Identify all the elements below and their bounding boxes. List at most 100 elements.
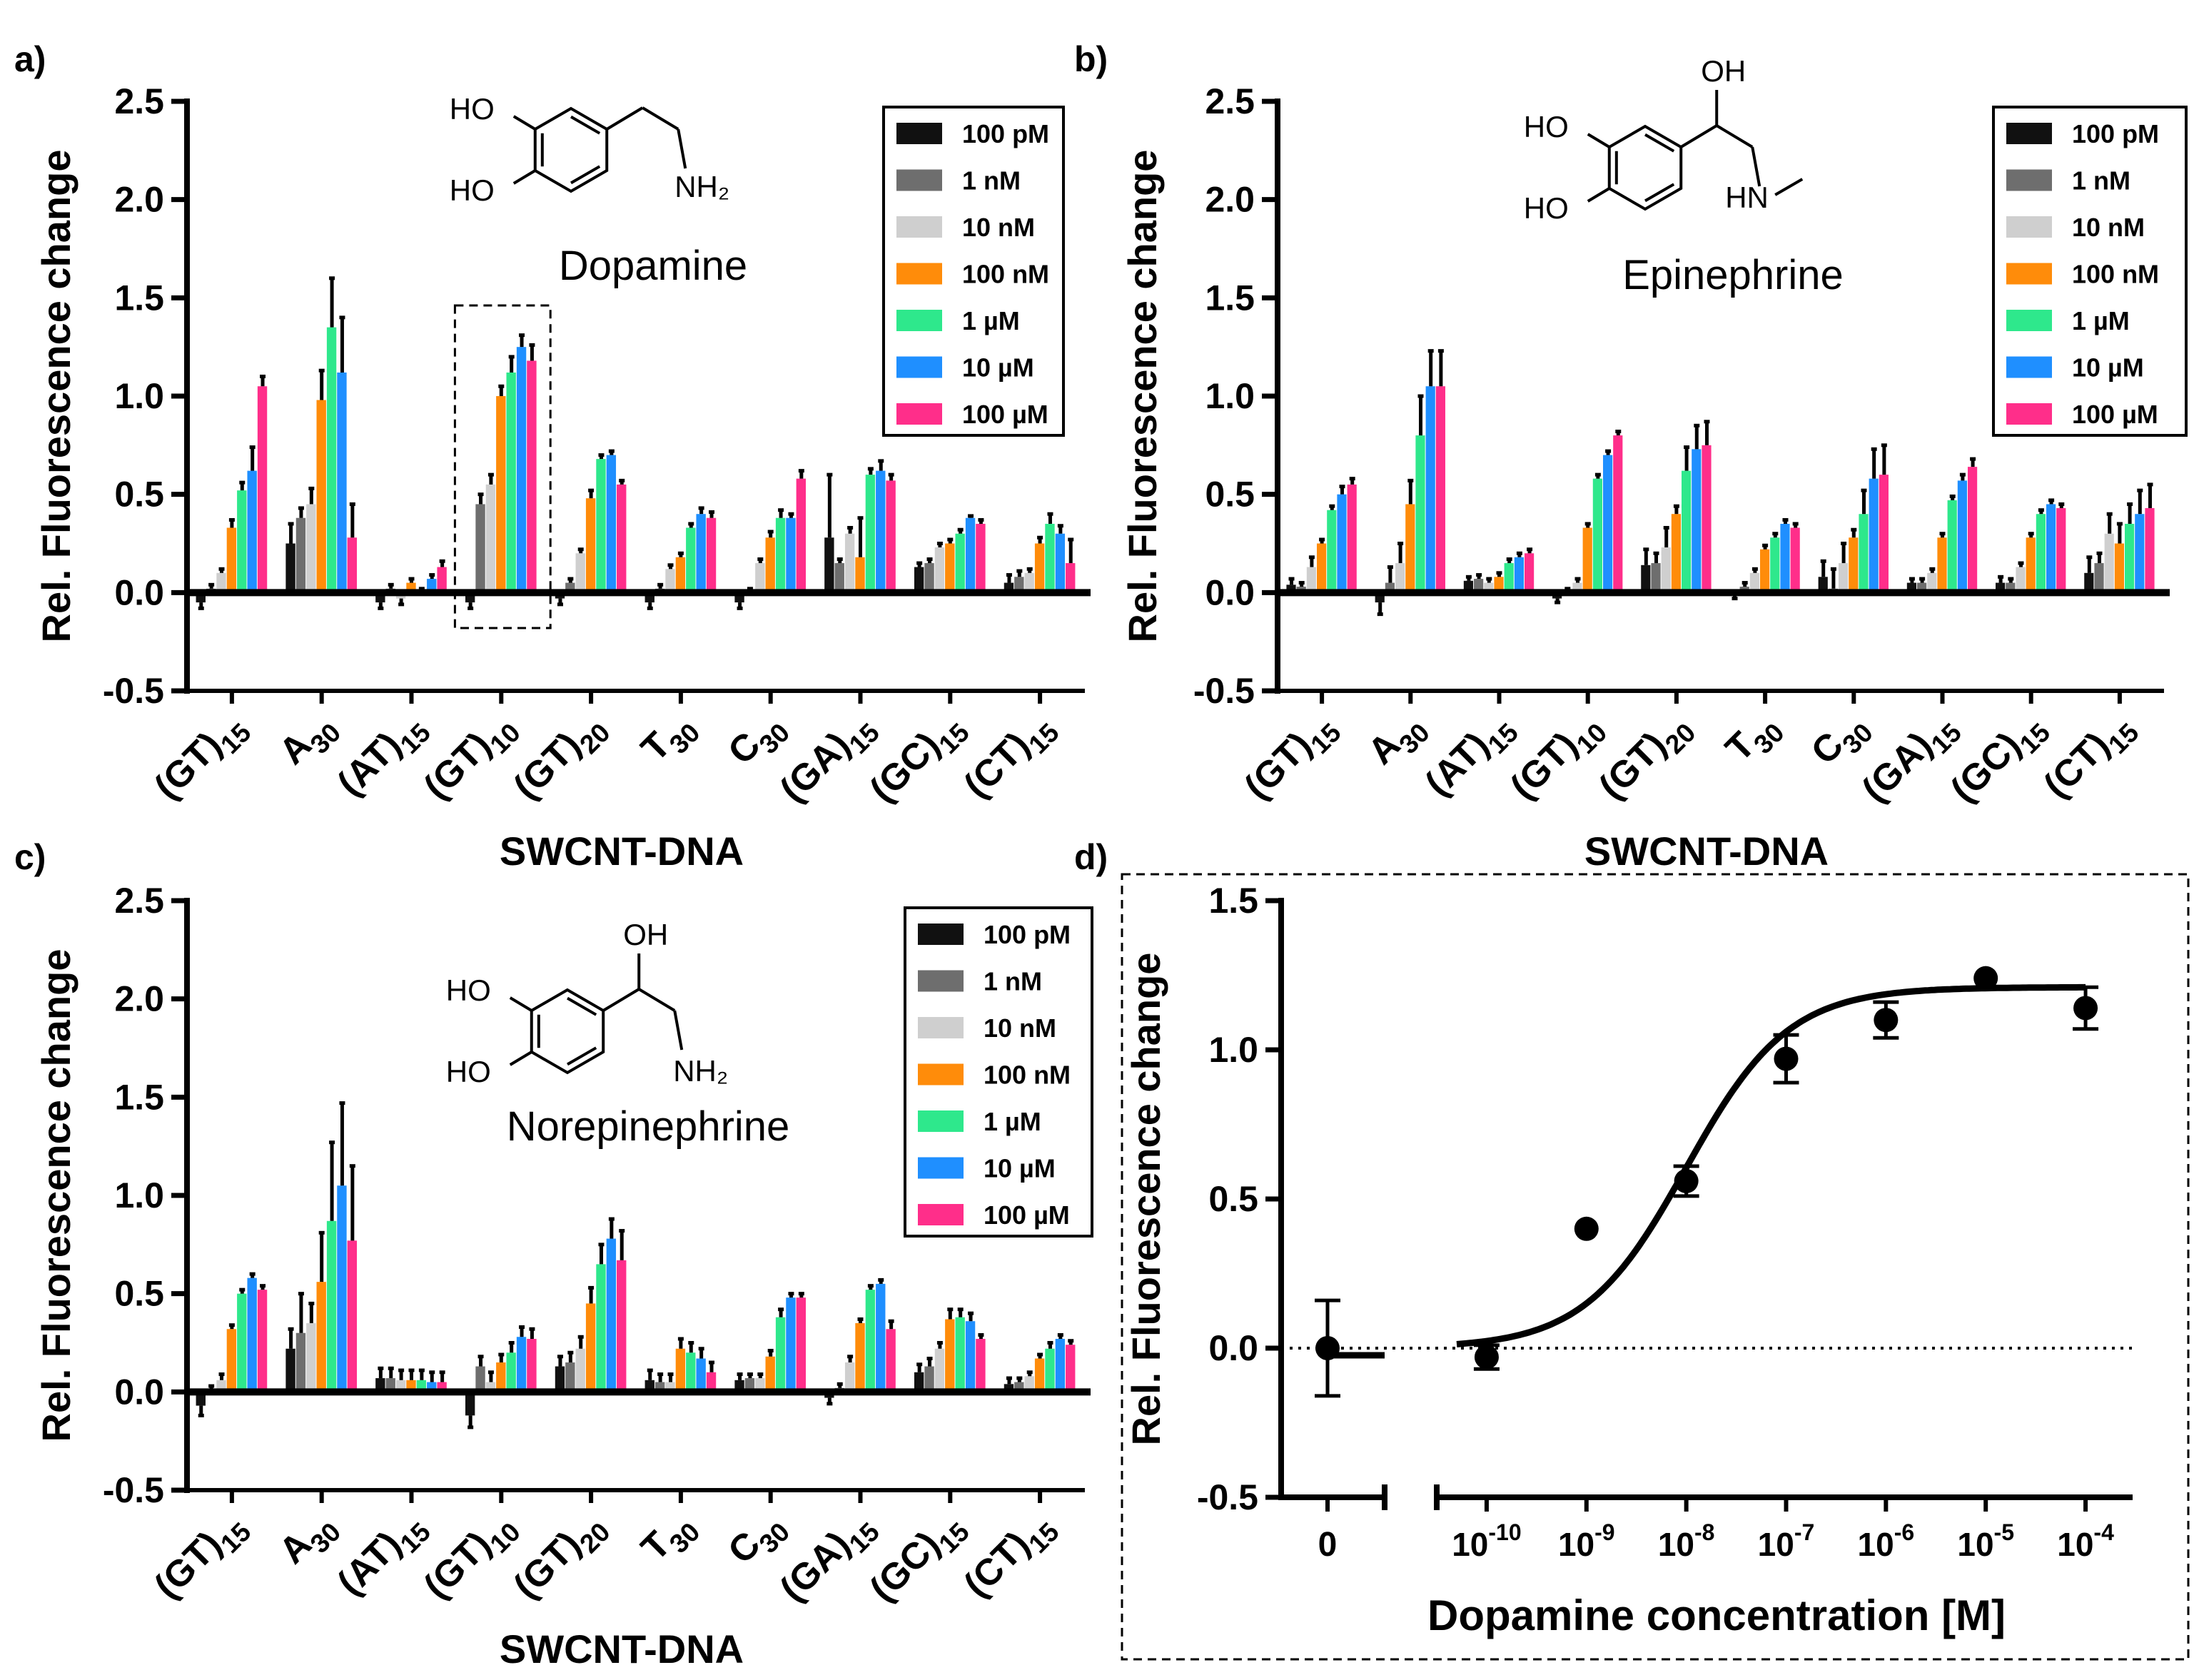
- double-bond: [566, 996, 597, 1016]
- bar: [2114, 543, 2124, 593]
- x-tick-label: 10-9: [1558, 1519, 1615, 1563]
- bar: [575, 553, 585, 593]
- bar: [606, 1238, 617, 1392]
- bar: [596, 1264, 606, 1392]
- x-tick-label: T30: [633, 703, 705, 775]
- bar: [496, 396, 506, 593]
- bar: [555, 1366, 565, 1392]
- y-tick-label: 1.0: [114, 376, 164, 416]
- molecule-name: Norepinephrine: [507, 1103, 790, 1150]
- x-tick-label: C30: [720, 703, 795, 778]
- bar: [247, 1277, 257, 1392]
- bar: [865, 475, 876, 593]
- bar: [1405, 504, 1415, 593]
- bond: [642, 106, 679, 131]
- atom-label: HO: [1524, 110, 1569, 143]
- x-tick-label: 10-10: [1452, 1519, 1521, 1563]
- y-tick-label: 0.5: [114, 1274, 164, 1314]
- legend-swatch: [2006, 310, 2052, 331]
- molecule-name: Dopamine: [559, 243, 747, 289]
- legend-label: 100 µM: [2072, 400, 2158, 429]
- bar: [755, 563, 765, 593]
- double-bond: [1644, 183, 1675, 203]
- bar: [765, 537, 775, 593]
- bar: [976, 1338, 986, 1392]
- bond: [1716, 124, 1754, 148]
- legend-label: 1 nM: [2072, 166, 2130, 196]
- bar: [1967, 467, 1978, 593]
- y-tick-label: 1.5: [1205, 278, 1255, 318]
- bar: [965, 1321, 976, 1392]
- bar: [945, 1319, 955, 1392]
- bar: [2104, 533, 2114, 593]
- bond: [1587, 187, 1610, 203]
- bar: [834, 563, 844, 593]
- legend-label: 10 nM: [962, 213, 1035, 242]
- legend-swatch: [896, 216, 942, 238]
- bar: [1927, 572, 1937, 593]
- fit-curve: [1456, 983, 2086, 1347]
- legend-label: 10 µM: [962, 353, 1034, 383]
- bar: [527, 1338, 537, 1392]
- bond: [509, 996, 532, 1012]
- x-tick-label: (GA)15: [772, 703, 885, 816]
- bar: [1034, 1358, 1045, 1392]
- data-point: [1674, 1168, 1699, 1193]
- bar: [675, 1348, 686, 1392]
- x-tick-label: (GT)15: [146, 1502, 256, 1612]
- y-tick-label: 2.5: [114, 81, 164, 121]
- bar: [775, 1317, 786, 1392]
- bond: [1587, 133, 1610, 148]
- bar: [257, 386, 268, 593]
- bar: [786, 1297, 796, 1392]
- legend-swatch: [2006, 356, 2052, 378]
- benzene-ring: [1607, 124, 1683, 211]
- bar: [226, 527, 237, 593]
- bar: [1004, 1384, 1014, 1392]
- bond: [1774, 178, 1804, 196]
- bar: [2094, 563, 2104, 593]
- y-tick-label: 2.5: [114, 881, 164, 921]
- bar: [285, 1348, 295, 1392]
- bar: [326, 1220, 337, 1392]
- bar: [295, 1332, 306, 1392]
- bar: [796, 1297, 807, 1392]
- x-tick-label: (AT)15: [1417, 703, 1524, 809]
- x-tick-label: (GT)20: [1591, 703, 1701, 813]
- bar: [2016, 567, 2026, 593]
- bar: [247, 470, 257, 593]
- highlight-box: [453, 304, 552, 629]
- x-tick-label: C30: [720, 1502, 795, 1577]
- bar: [437, 567, 447, 593]
- y-tick-label: -0.5: [103, 671, 164, 711]
- panel-0: a) 2.5 2.0 1.5 1.0 0.5 0.0 -0.5 Rel. Fluorescenc…: [14, 39, 1091, 874]
- bar: [1849, 537, 1859, 593]
- y-tick-label: 0.5: [1205, 475, 1255, 515]
- bar: [585, 1303, 596, 1392]
- bar: [257, 1290, 268, 1392]
- legend-swatch: [896, 169, 942, 191]
- bar: [1306, 567, 1317, 593]
- bond: [673, 1010, 684, 1051]
- y-tick-label: 0.5: [1208, 1179, 1258, 1219]
- y-tick-label: -0.5: [1197, 1477, 1258, 1517]
- bond: [1751, 146, 1761, 187]
- y-tick-label: 2.0: [114, 180, 164, 220]
- bar: [1055, 1338, 1066, 1392]
- bar: [886, 480, 896, 593]
- bar: [506, 1352, 516, 1392]
- bond: [602, 988, 640, 1012]
- bar: [955, 533, 965, 593]
- bar: [475, 1366, 485, 1392]
- benzene-ring: [530, 988, 605, 1075]
- bar: [1327, 510, 1337, 593]
- bond: [509, 1051, 532, 1066]
- bar: [844, 1362, 855, 1392]
- legend-label: 100 µM: [962, 400, 1048, 429]
- legend-label: 100 nM: [962, 260, 1049, 289]
- panel-1: b) 2.5 2.0 1.5 1.0 0.5 0.0 -0.5 Rel. Fluorescenc…: [1074, 39, 2188, 874]
- bar: [1818, 577, 1828, 593]
- double-bond: [1644, 133, 1675, 153]
- double-bond: [570, 165, 601, 185]
